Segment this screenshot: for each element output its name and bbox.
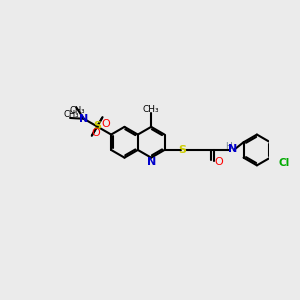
Text: H: H (225, 142, 232, 151)
Text: CH₃: CH₃ (64, 110, 79, 119)
Text: O: O (214, 157, 223, 166)
Text: Cl: Cl (278, 158, 290, 168)
Text: CH₃: CH₃ (143, 105, 160, 114)
Text: O: O (101, 118, 110, 129)
Text: S: S (93, 121, 101, 131)
Text: S: S (178, 145, 186, 155)
Text: N: N (147, 157, 157, 166)
Text: CH₃: CH₃ (70, 106, 85, 115)
Text: N: N (228, 144, 237, 154)
Text: O: O (91, 128, 100, 138)
Text: N: N (79, 114, 88, 124)
